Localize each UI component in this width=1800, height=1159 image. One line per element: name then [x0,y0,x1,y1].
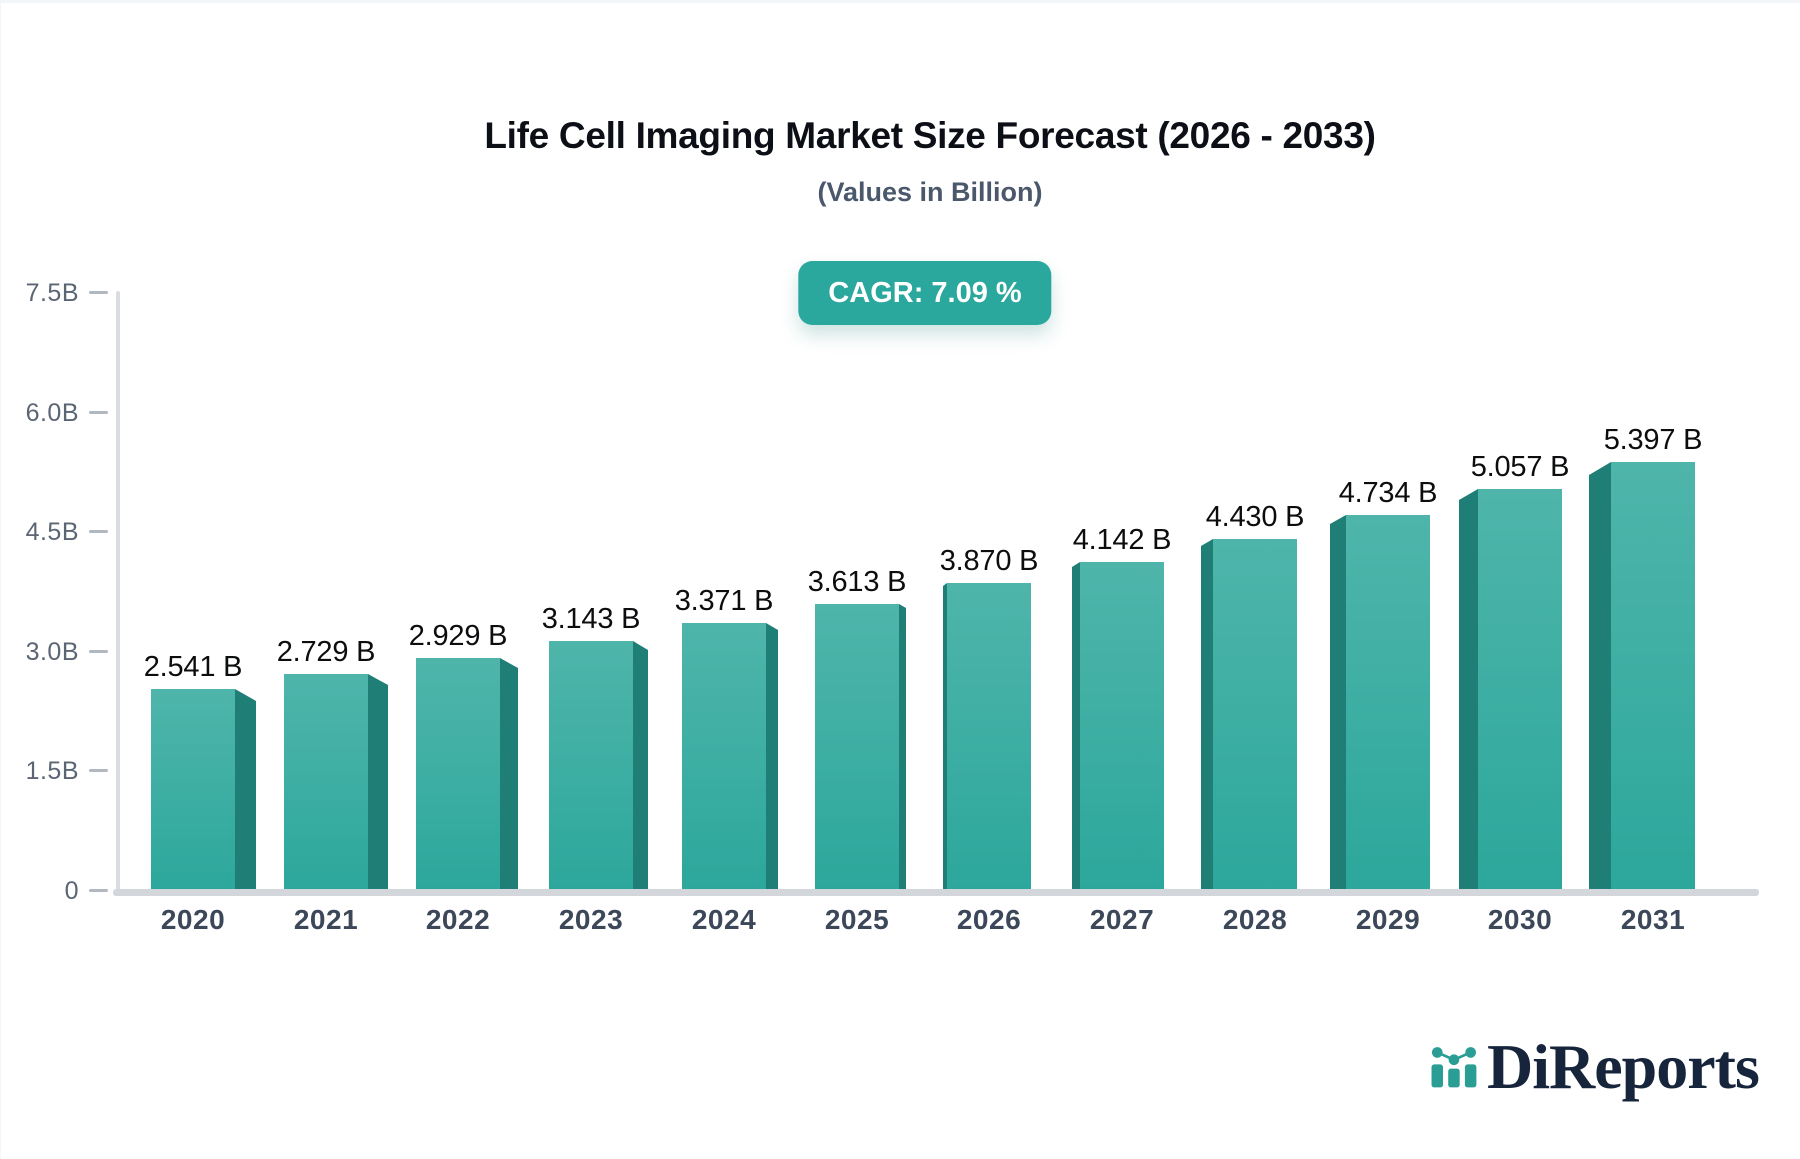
y-tick-label: 1.5B [25,757,79,785]
y-tick-dash [89,769,108,772]
bar-value-label: 5.057 B [1470,451,1570,483]
y-tick-label: 3.0B [25,638,79,666]
bar-value-label: 2.541 B [143,651,243,683]
chart-title: Life Cell Imaging Market Size Forecast (… [484,115,1376,156]
bar-side-face [1459,489,1478,892]
bar-side-face [1072,562,1080,892]
bar-side-face [766,623,778,892]
x-tick-label: 2027 [1089,904,1155,935]
x-tick-label: 2024 [691,904,757,935]
y-tick-label: 0 [64,877,79,905]
bar-2023[interactable] [549,641,633,892]
bar-side-face [1589,462,1611,892]
brand-logo: DiReports [1431,1035,1760,1099]
bar-side-face [899,604,906,892]
y-tick-dash [89,889,108,892]
bar-side-face [500,658,518,892]
bar-value-label: 2.729 B [276,636,376,668]
bar-value-label: 4.734 B [1338,477,1438,509]
bar-value-label: 4.142 B [1072,524,1172,556]
bar-2028[interactable] [1213,539,1297,892]
bar-value-label: 2.929 B [408,620,508,652]
x-tick-label: 2020 [160,904,226,935]
bar-2027[interactable] [1080,562,1164,892]
bar-side-face [943,583,947,892]
y-tick-dash [89,530,108,533]
bar-value-label: 3.870 B [939,545,1039,577]
x-tick-label: 2025 [824,904,890,935]
bar-2025[interactable] [815,604,899,892]
bar-side-face [235,689,256,892]
x-axis-line [113,889,1759,896]
bar-value-label: 3.371 B [674,585,774,617]
bar-chart-trend-icon [1431,1047,1477,1088]
y-tick-dash [89,650,108,653]
bar-2030[interactable] [1478,489,1562,892]
x-tick-label: 2028 [1222,904,1288,935]
x-tick-label: 2029 [1355,904,1421,935]
x-tick-label: 2031 [1620,904,1686,935]
y-tick-label: 7.5B [25,279,79,307]
brand-name: DiReports [1487,1031,1760,1102]
cagr-badge: CAGR: 7.09 % [798,261,1052,325]
y-tick-dash [89,411,108,414]
bar-value-label: 4.430 B [1205,501,1305,533]
bar-side-face [1330,515,1346,892]
bar-2029[interactable] [1346,515,1430,892]
y-axis-line [116,291,120,894]
bar-side-face [633,641,648,892]
bar-value-label: 3.143 B [541,603,641,635]
bar-2022[interactable] [416,658,500,892]
x-tick-label: 2023 [558,904,624,935]
bar-2024[interactable] [682,623,766,892]
bar-2021[interactable] [284,674,368,892]
bar-side-face [1201,539,1213,892]
y-tick-label: 6.0B [25,399,79,427]
bar-2031[interactable] [1611,462,1695,892]
bar-side-face [368,674,388,892]
bar-2026[interactable] [947,583,1031,892]
x-tick-label: 2022 [425,904,491,935]
x-tick-label: 2026 [956,904,1022,935]
bar-value-label: 5.397 B [1603,424,1703,456]
y-tick-label: 4.5B [25,518,79,546]
bar-value-label: 3.613 B [807,566,907,598]
x-tick-label: 2030 [1487,904,1553,935]
chart-subtitle: (Values in Billion) [817,177,1043,207]
bar-2020[interactable] [151,689,235,892]
y-tick-dash [89,291,108,294]
x-tick-label: 2021 [293,904,359,935]
